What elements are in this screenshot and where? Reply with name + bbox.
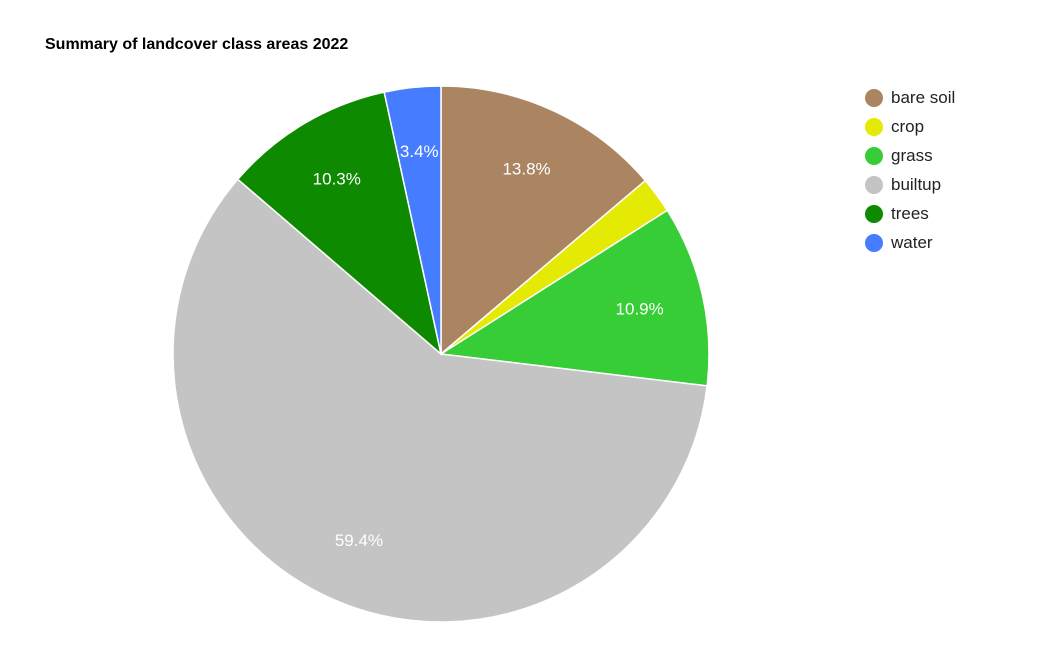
legend-item-grass[interactable]: grass — [865, 141, 955, 170]
slice-label-bare-soil: 13.8% — [502, 160, 550, 179]
legend-label: bare soil — [891, 87, 956, 107]
pie-slice-water[interactable] — [383, 85, 442, 355]
legend-item-trees[interactable]: trees — [865, 199, 955, 228]
pie-slice-builtup[interactable] — [172, 178, 708, 623]
slice-label-water: 3.4% — [400, 142, 439, 161]
legend-label: water — [891, 232, 933, 252]
pie-slice-trees[interactable] — [236, 91, 443, 357]
pie-slice-grass[interactable] — [438, 209, 710, 387]
chart-title: Summary of landcover class areas 2022 — [45, 36, 349, 53]
pie-slice-labels: 13.8% 10.9% 59.4% 10.3% 3.4% — [313, 142, 664, 550]
slice-label-builtup: 59.4% — [335, 531, 383, 550]
legend-swatch — [865, 117, 883, 136]
legend-item-water[interactable]: water — [865, 228, 955, 257]
legend: bare soil crop grass builtup trees water — [865, 83, 955, 257]
legend-swatch — [865, 146, 883, 165]
legend-item-bare-soil[interactable]: bare soil — [865, 83, 955, 112]
legend-swatch — [865, 233, 883, 252]
legend-swatch — [865, 204, 883, 223]
legend-label: crop — [891, 116, 925, 136]
pie-slices — [172, 85, 710, 623]
slice-label-trees: 10.3% — [313, 170, 361, 189]
legend-label: trees — [891, 203, 929, 223]
slice-label-grass: 10.9% — [616, 299, 664, 318]
legend-swatch — [865, 175, 883, 194]
legend-swatch — [865, 88, 883, 107]
legend-label: builtup — [891, 174, 942, 194]
legend-label: grass — [891, 145, 933, 165]
pie-slice-bare-soil[interactable] — [440, 85, 647, 356]
legend-item-crop[interactable]: crop — [865, 112, 955, 141]
legend-item-builtup[interactable]: builtup — [865, 170, 955, 199]
